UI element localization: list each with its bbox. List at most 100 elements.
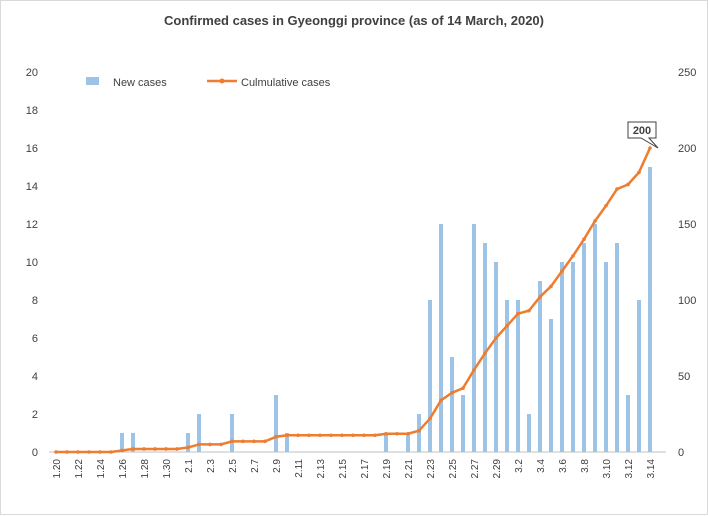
point-cumulative-cases (131, 447, 135, 451)
callout-200: 200 (627, 121, 659, 149)
bar-new-cases (483, 243, 487, 452)
legend-label-cumulative: Culmulative cases (241, 77, 331, 89)
point-cumulative-cases (241, 439, 245, 444)
point-cumulative-cases (494, 336, 498, 340)
bar-new-cases (560, 262, 564, 452)
point-cumulative-cases (318, 433, 322, 438)
y-right-tick-label: 150 (678, 219, 696, 231)
y-left-tick-label: 4 (32, 371, 38, 383)
x-tick-label: 2.5 (228, 459, 239, 473)
x-tick-label: 1.26 (118, 459, 129, 479)
point-cumulative-cases (186, 445, 190, 450)
legend: New cases Culmulative cases (86, 77, 331, 89)
point-cumulative-cases (142, 447, 146, 451)
legend-marker-cumulative (219, 78, 225, 84)
callout-box (627, 121, 659, 149)
point-cumulative-cases (604, 203, 608, 208)
point-cumulative-cases (329, 433, 333, 438)
x-tick-label: 2.21 (404, 459, 415, 479)
bar-new-cases (626, 395, 630, 452)
x-tick-label: 2.25 (448, 459, 459, 479)
point-cumulative-cases (450, 390, 454, 395)
point-cumulative-cases (362, 433, 366, 438)
y-left-tick-label: 10 (26, 257, 38, 269)
bar-new-cases (274, 395, 278, 452)
point-cumulative-cases (274, 435, 278, 439)
bar-new-cases (461, 395, 465, 452)
point-cumulative-cases (461, 386, 465, 390)
point-cumulative-cases (582, 237, 586, 241)
point-cumulative-cases (120, 448, 124, 453)
x-tick-label: 2.17 (360, 459, 371, 479)
point-cumulative-cases (164, 447, 168, 451)
point-cumulative-cases (549, 284, 553, 289)
bar-new-cases (439, 224, 443, 452)
point-cumulative-cases (626, 182, 630, 187)
point-cumulative-cases (65, 450, 69, 454)
point-cumulative-cases (483, 351, 487, 356)
point-cumulative-cases (153, 447, 157, 451)
callout-label: 200 (633, 125, 651, 137)
x-tick-label: 2.11 (294, 459, 305, 478)
x-tick-label: 3.4 (536, 459, 547, 473)
x-tick-label: 3.12 (624, 459, 635, 479)
bar-new-cases (538, 281, 542, 452)
point-cumulative-cases (384, 431, 388, 436)
bar-new-cases (428, 300, 432, 452)
y-left-tick-label: 6 (32, 333, 38, 345)
bar-new-cases (615, 243, 619, 452)
bar-new-cases (197, 414, 201, 452)
point-cumulative-cases (263, 439, 267, 444)
point-cumulative-cases (637, 170, 641, 175)
point-cumulative-cases (538, 295, 542, 299)
bar-new-cases (472, 224, 476, 452)
x-tick-label: 2.7 (250, 459, 261, 473)
x-tick-label: 2.13 (316, 459, 327, 479)
point-cumulative-cases (109, 450, 113, 454)
bar-new-cases (593, 224, 597, 452)
x-tick-label: 1.30 (162, 459, 173, 479)
bar-new-cases (406, 433, 410, 452)
y-left-tick-label: 8 (32, 295, 38, 307)
bar-new-cases (450, 357, 454, 452)
bar-new-cases (131, 433, 135, 452)
y-left-tick-label: 16 (26, 143, 38, 155)
point-cumulative-cases (417, 428, 421, 433)
point-cumulative-cases (76, 450, 80, 454)
point-cumulative-cases (87, 450, 91, 454)
bar-new-cases (516, 300, 520, 452)
bar-new-cases (571, 262, 575, 452)
x-tick-label: 2.27 (470, 459, 481, 479)
bar-new-cases (285, 433, 289, 452)
y-left-tick-label: 14 (26, 181, 38, 193)
point-cumulative-cases (197, 442, 201, 447)
bar-new-cases (582, 243, 586, 452)
x-tick-label: 2.19 (382, 459, 393, 479)
bar-new-cases (230, 414, 234, 452)
bar-new-cases (417, 414, 421, 452)
x-tick-label: 3.6 (558, 459, 569, 473)
point-cumulative-cases (505, 324, 509, 328)
point-cumulative-cases (307, 433, 311, 438)
y-right-tick-label: 0 (678, 447, 684, 459)
point-cumulative-cases (98, 450, 102, 454)
point-cumulative-cases (472, 368, 476, 372)
y-right-tick-label: 200 (678, 143, 696, 155)
point-cumulative-cases (219, 442, 223, 447)
legend-swatch-new-cases (86, 77, 99, 85)
point-cumulative-cases (648, 146, 652, 150)
y-left-tick-label: 2 (32, 409, 38, 421)
y-left-tick-label: 0 (32, 447, 38, 459)
x-tick-label: 1.24 (96, 459, 107, 479)
x-tick-label: 3.8 (580, 459, 591, 473)
bar-new-cases (505, 300, 509, 452)
bar-new-cases (549, 319, 553, 452)
y-right-tick-label: 50 (678, 371, 690, 383)
point-cumulative-cases (615, 187, 619, 191)
x-tick-label: 1.20 (52, 459, 63, 479)
bar-new-cases (648, 167, 652, 452)
point-cumulative-cases (175, 447, 179, 451)
x-tick-label: 2.9 (272, 459, 283, 473)
